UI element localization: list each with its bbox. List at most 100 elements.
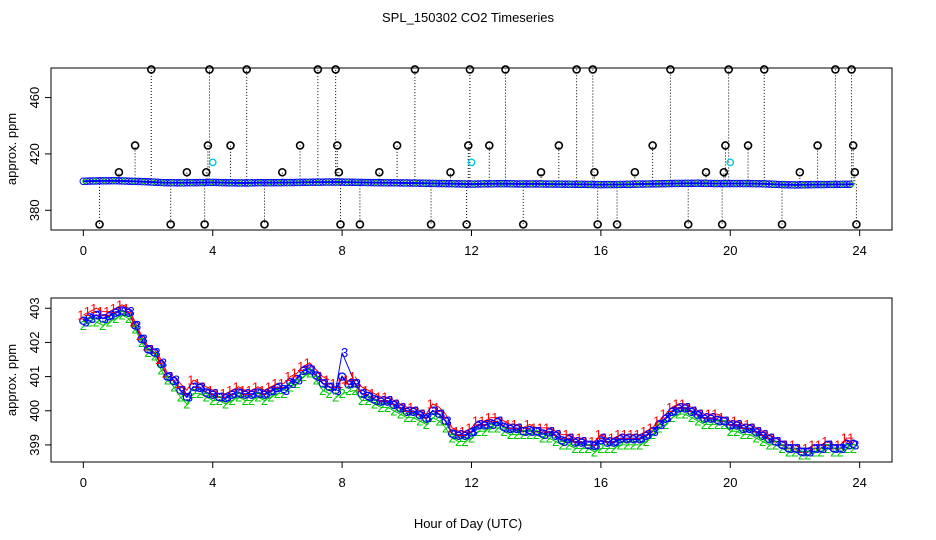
spike-point [277, 167, 287, 177]
spike-point [683, 220, 693, 229]
series-1-point-label: 1 [291, 366, 298, 381]
series-1-point-label: 1 [634, 427, 641, 442]
top-y-tick-label: 380 [27, 199, 42, 221]
series-1-point-label: 1 [232, 379, 239, 394]
series-1-point-label: 1 [440, 407, 447, 422]
series-2-point-label: 2 [332, 390, 339, 405]
series-2-point-label: 2 [183, 396, 190, 411]
series-1-point-label: 1 [388, 393, 395, 408]
series-2-point-label: 2 [319, 383, 326, 398]
series-2-point-label: 2 [824, 441, 831, 456]
series-2-point-label: 2 [533, 427, 540, 442]
series-3-point-label: 3 [464, 427, 471, 442]
series-3-point-label: 3 [315, 369, 322, 384]
series-2-point-label: 2 [494, 420, 501, 435]
series-1-point-label: 1 [452, 424, 459, 439]
series-3-point-label: 3 [419, 407, 426, 422]
series-3-point-label: 3 [652, 424, 659, 439]
series-2-point-label: 2 [235, 390, 242, 405]
spike-point [666, 65, 675, 74]
series-2-point-label: 2 [714, 417, 721, 432]
series-2-point-label: 2 [209, 393, 216, 408]
top-x-tick-label: 12 [464, 243, 478, 258]
series-3-point-label: 3 [813, 441, 820, 456]
mean-point [816, 444, 826, 453]
spike-point [260, 220, 269, 229]
series-3-point-label: 3 [516, 420, 523, 435]
bottom-y-tick-label: 399 [27, 434, 42, 456]
mean-point [700, 414, 709, 423]
series-3-point-label: 3 [600, 431, 607, 446]
series-2-point-label: 2 [86, 314, 93, 329]
series-3-point-label: 3 [173, 373, 180, 388]
series-1-point-label: 1 [711, 407, 718, 422]
series-2-point-label: 2 [546, 431, 553, 446]
series-2-point-label: 2 [254, 390, 261, 405]
bottom-x-tick-label: 0 [80, 475, 87, 490]
series-3-point-label: 3 [360, 386, 367, 401]
series-1-point-label: 1 [472, 414, 479, 429]
series-3-point-label: 3 [619, 431, 626, 446]
spike-point [501, 65, 510, 74]
mean-point [777, 440, 787, 450]
bottom-x-tick-label: 4 [209, 475, 216, 490]
series-2-point-label: 2 [170, 379, 177, 394]
series-3-point-label: 3 [322, 376, 329, 391]
series-1-point-label: 1 [446, 420, 453, 435]
spike-point [313, 65, 323, 74]
series-2-point-label: 2 [610, 441, 617, 456]
x-axis-label: Hour of Day (UTC) [414, 516, 522, 531]
series-3-point-label: 3 [542, 427, 549, 442]
series-1-point-label: 1 [614, 427, 621, 442]
series-2-point-label: 2 [552, 434, 559, 449]
mean-point [829, 444, 839, 453]
series-3-point-label: 3 [432, 403, 439, 418]
series-3-point-label: 3 [89, 311, 96, 326]
series-2-point-label: 2 [630, 437, 637, 452]
spike-point [332, 141, 342, 150]
series-1-point-label: 1 [808, 437, 815, 452]
mean-point [163, 372, 172, 381]
series-1-point-label: 1 [168, 369, 175, 384]
series-3-point-label: 3 [373, 393, 380, 408]
mean-point [616, 434, 625, 444]
series-1-point-label: 1 [414, 403, 421, 418]
mean-point [609, 438, 619, 447]
mean-point [266, 387, 276, 396]
series-1-point-label: 1 [828, 437, 835, 452]
mean-point [590, 441, 599, 451]
series-1-point-label: 1 [834, 437, 841, 452]
series-3-point-label: 3 [386, 393, 393, 408]
spike-point [465, 65, 475, 74]
series-1-point-label: 1 [782, 437, 789, 452]
series-2-point-label: 2 [558, 437, 565, 452]
spike-point [630, 167, 640, 177]
series-3-point-label: 3 [580, 434, 587, 449]
mean-point [324, 382, 334, 392]
series-1-point-label: 1 [621, 427, 628, 442]
series-3-point-label: 3 [296, 373, 303, 388]
series-3-point-label: 3 [716, 414, 723, 429]
series-3-gap-line [341, 352, 356, 384]
spike-point [518, 220, 528, 229]
series-2-point-label: 2 [746, 427, 753, 442]
series-2-point-label: 2 [416, 414, 423, 429]
spike-point [462, 220, 471, 229]
spike-point [334, 167, 344, 177]
mean-point [104, 311, 114, 321]
series-2-point-label: 2 [539, 431, 546, 446]
series-2-point-label: 2 [753, 431, 760, 446]
series-1-point-label: 1 [368, 386, 375, 401]
series-3-point-label: 3 [567, 431, 574, 446]
series-2-point-label: 2 [584, 441, 591, 456]
series-2-point-label: 2 [267, 390, 274, 405]
series-1-point-label: 1 [110, 301, 117, 316]
series-2-point-label: 2 [99, 318, 106, 333]
bottom-x-tick-label: 16 [594, 475, 608, 490]
series-1-point-label: 1 [595, 427, 602, 442]
mean-point [506, 424, 515, 434]
mean-point [848, 439, 858, 449]
series-3-point-label: 3 [380, 393, 387, 408]
series-3-point-label: 3 [393, 396, 400, 411]
series-1-point-label: 1 [744, 417, 751, 432]
